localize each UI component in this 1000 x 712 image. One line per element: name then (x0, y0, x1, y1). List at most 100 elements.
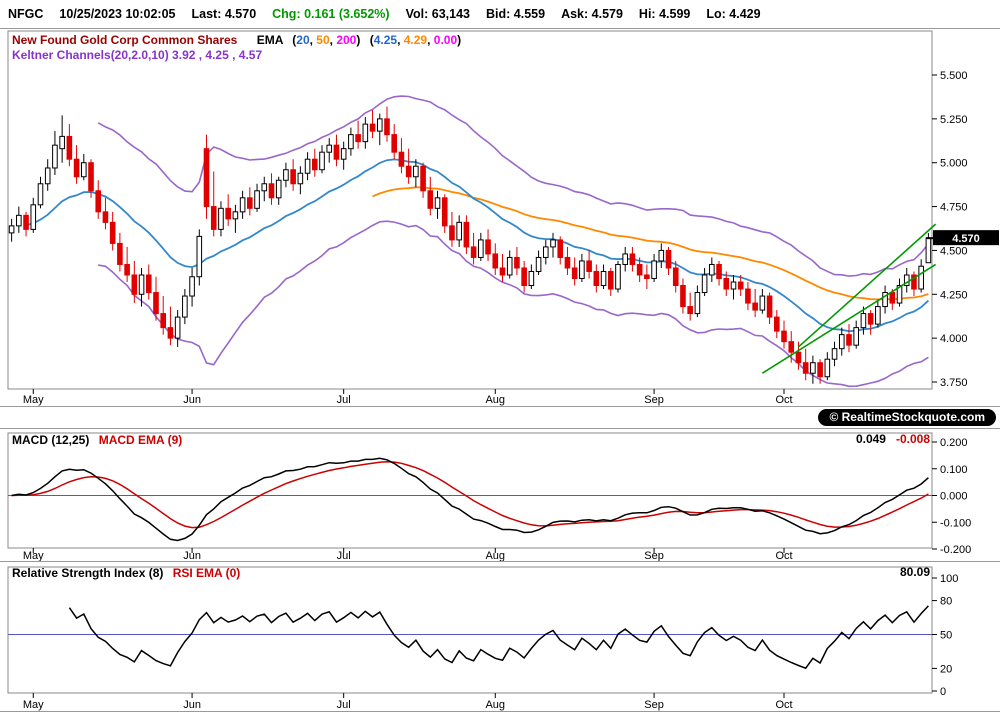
ema-legend: EMA (20, 50, 200) (4.25, 4.29, 0.00) (257, 33, 461, 47)
macd-axis-label: 0.200 (940, 437, 968, 449)
macd-line (11, 457, 929, 542)
quote-header: NFGC 10/25/2023 10:02:05 Last: 4.570 Chg… (0, 0, 1000, 28)
rsi-axis-label: 0 (940, 686, 946, 698)
svg-text:4.570: 4.570 (952, 233, 980, 245)
rsi-label: Relative Strength Index (8) (12, 566, 164, 580)
low-quote: Lo: 4.429 (706, 7, 760, 21)
ema50-value: 4.29 (403, 33, 428, 47)
last-value: 4.570 (224, 7, 257, 21)
rsi-ema-label: RSI EMA (0) (172, 566, 241, 580)
month-label: Jul (337, 394, 351, 406)
rsi-panel: 100 80 50 20 0 May Jun Jul Aug Sep Oct Relative St… (0, 561, 1000, 712)
watermark-strip: © RealtimeStockquote.com (0, 407, 1000, 428)
rsi-value: 80.09 (899, 565, 930, 579)
quote-datetime: 10/25/2023 10:02:05 (59, 7, 176, 21)
month-label: Jul (337, 699, 351, 711)
change-value: 0.161 (3.652%) (304, 7, 390, 21)
price-axis-label: 4.000 (940, 333, 968, 345)
macd-ema-value: -0.008 (895, 432, 930, 446)
month-label: May (23, 550, 44, 562)
last-price-marker (933, 230, 999, 246)
macd-axis-label: 0.000 (940, 491, 968, 503)
month-label: Aug (485, 394, 505, 406)
keltner-legend: Keltner Channels(20,2.0,10) 3.92 , 4.25 … (12, 48, 263, 62)
macd-legend: MACD (12,25) MACD EMA (9) (12, 433, 182, 447)
month-label: Sep (644, 550, 664, 562)
macd-plot-border (7, 432, 933, 549)
rsi-plot: 100 80 50 20 0 May Jun Jul Aug Sep Oct (7, 566, 958, 711)
macd-values: 0.049 -0.008 (856, 432, 930, 446)
month-label: Jun (183, 699, 201, 711)
rsi-axis-label: 20 (940, 663, 952, 675)
price-legend: New Found Gold Corp Common Shares EMA (2… (12, 33, 461, 47)
month-label: May (23, 394, 44, 406)
month-label: Sep (644, 699, 664, 711)
keltner-upper-band (97, 95, 930, 277)
rsi-values: 80.09 (900, 565, 930, 579)
last-quote: Last: 4.570 (192, 7, 257, 21)
candlestick-series (8, 106, 932, 384)
trend-line-1 (761, 263, 937, 374)
price-plot: 5.500 5.250 5.000 4.750 4.500 4.250 4.000 3.750… (7, 30, 999, 406)
rsi-axis-label: 50 (940, 630, 952, 642)
bid-label: Bid: (485, 7, 511, 21)
month-label: Aug (485, 699, 505, 711)
price-plot-border (7, 30, 933, 390)
ema20-line (25, 158, 930, 333)
month-label: May (23, 699, 44, 711)
macd-value: 0.049 (855, 432, 886, 446)
volume-label: Vol: (405, 7, 429, 21)
month-label: Oct (775, 699, 792, 711)
month-label: Aug (485, 550, 505, 562)
month-label: Jun (183, 394, 201, 406)
sep: , (329, 33, 337, 47)
rsi-plot-border (7, 566, 933, 694)
sep: , (427, 33, 434, 47)
month-label: Oct (775, 550, 792, 562)
high-quote: Hi: 4.599 (639, 7, 690, 21)
paren: ) (457, 33, 462, 47)
paren: ( (292, 33, 297, 47)
price-axis-label: 5.500 (940, 70, 968, 82)
change-quote: Chg: 0.161 (3.652%) (272, 7, 389, 21)
high-label: Hi: (638, 7, 656, 21)
month-label: Sep (644, 394, 664, 406)
ask-value: 4.579 (591, 7, 623, 21)
macd-axis-label: -0.200 (940, 544, 971, 556)
low-label: Lo: (706, 7, 726, 21)
trend-line-2 (797, 223, 937, 348)
sep: , (309, 33, 317, 47)
price-axis-label: 4.500 (940, 245, 968, 257)
macd-label: MACD (12,25) (12, 433, 90, 447)
month-label: Oct (775, 394, 792, 406)
ema-periods: (20, 50, 200) (292, 33, 360, 47)
ema50-period: 50 (316, 33, 330, 47)
ask-quote: Ask: 4.579 (561, 7, 623, 21)
ema20-period: 20 (296, 33, 310, 47)
month-label: Jul (337, 550, 351, 562)
high-value: 4.599 (659, 7, 691, 21)
last-label: Last: (191, 7, 222, 21)
rsi-axis-label: 80 (940, 596, 952, 608)
macd-panel: 0.200 0.100 0.000 -0.100 -0.200 May Jun Jul Aug S… (0, 428, 1000, 562)
keltner-lower-band (98, 220, 929, 388)
paren: ) (356, 33, 361, 47)
macd-axis-label: -0.100 (940, 517, 971, 529)
low-value: 4.429 (729, 7, 761, 21)
change-label: Chg: (272, 7, 301, 21)
watermark: © RealtimeStockquote.com (818, 409, 996, 426)
price-axis-label: 4.750 (940, 202, 968, 214)
price-axis-label: 3.750 (940, 377, 968, 389)
ema-values: (4.25, 4.29, 0.00) (370, 33, 461, 47)
macd-ema-label: MACD EMA (9) (98, 433, 183, 447)
sep: , (397, 33, 404, 47)
chart-title: New Found Gold Corp Common Shares (12, 33, 238, 47)
rsi-line (68, 605, 929, 670)
macd-axis-label: 0.100 (940, 464, 968, 476)
bid-value: 4.559 (513, 7, 546, 21)
price-axis-label: 4.250 (940, 289, 968, 301)
macd-plot: 0.200 0.100 0.000 -0.100 -0.200 May Jun Jul Aug S… (7, 432, 971, 562)
bid-quote: Bid: 4.559 (486, 7, 545, 21)
ema20-value: 4.25 (373, 33, 398, 47)
